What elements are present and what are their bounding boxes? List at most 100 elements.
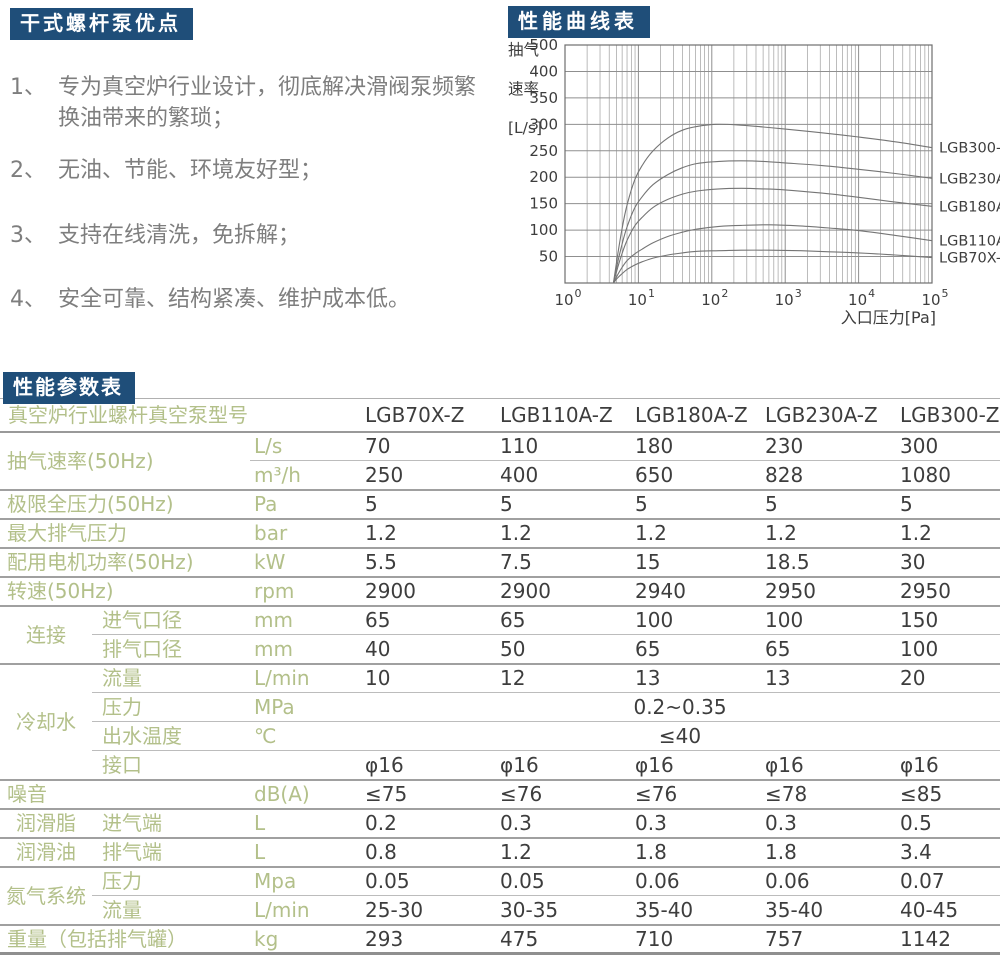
value-cell: φ16 — [760, 750, 896, 780]
value-cell: 1.2 — [495, 836, 631, 867]
value-cell: 0.06 — [630, 865, 761, 896]
x-tick-label: 100 — [554, 287, 581, 309]
table-row: 润滑脂 进气端 L 0.2 0.3 0.3 0.3 0.5 — [0, 807, 1000, 838]
value-cell: 100 — [630, 604, 761, 635]
table-row: 连接 进气口径 mm 65 65 100 100 150 — [0, 604, 1000, 664]
table-row: 压力 MPa 0.2~0.35 — [0, 692, 1000, 722]
merged-value-cell: 0.2~0.35 — [360, 692, 1000, 722]
advantage-number: 1、 — [10, 75, 46, 100]
value-cell: 475 — [495, 923, 631, 954]
performance-chart: 500 400 350 300 250 200 150 100 50 抽气速率 [L/s] 100 10… — [508, 36, 1000, 327]
value-cell: 0.2 — [360, 807, 496, 838]
value-cell: 0.5 — [895, 807, 1000, 838]
value-cell: φ16 — [360, 750, 496, 780]
table-row: m³/h 250 400 650 828 1080 — [0, 460, 1000, 490]
value-cell: 250 — [360, 460, 496, 490]
value-cell: 20 — [895, 662, 1000, 693]
value-cell: 1.8 — [630, 836, 761, 867]
advantage-text: 安全可靠、结构紧凑、维护成本低。 — [58, 286, 411, 312]
y-tick-label: 100 — [529, 221, 558, 239]
table-row: 重量（包括排气罐） kg 293 475 710 757 1142 — [0, 923, 1000, 954]
value-cell: 0.05 — [360, 865, 496, 896]
advantage-number: 4、 — [10, 286, 46, 312]
value-cell: 10 — [360, 662, 496, 693]
unit-cell: bar — [250, 517, 361, 548]
value-cell: 35-40 — [760, 895, 896, 925]
pump-model-header-label: 真空炉行业螺杆真空泵型号 — [0, 398, 361, 433]
unit-cell: MPa — [250, 692, 361, 722]
unit-cell: kg — [250, 923, 361, 954]
value-cell: 35-40 — [630, 895, 761, 925]
value-cell: 7.5 — [495, 546, 631, 577]
chart-badge: 性能曲线表 — [508, 6, 650, 38]
value-cell: 40 — [360, 634, 496, 664]
value-cell: ≤76 — [495, 778, 631, 809]
value-cell: 0.3 — [760, 807, 896, 838]
advantage-number: 2、 — [10, 158, 46, 184]
value-cell: φ16 — [895, 750, 1000, 780]
value-cell: 400 — [495, 460, 631, 490]
value-cell: 0.07 — [895, 865, 1000, 896]
advantage-number: 3、 — [10, 222, 46, 248]
advantage-text: 专为真空炉行业设计，彻底解决滑阀泵频繁换油带来的繁琐； — [58, 75, 477, 132]
row-sublabel: 排气口径 — [92, 634, 250, 664]
row-label: 配用电机功率(50Hz) — [0, 546, 250, 577]
unit-cell: Pa — [250, 488, 361, 519]
curve-LGB230A-Z — [612, 160, 933, 284]
row-group-label: 氮气系统 — [0, 865, 92, 925]
table-row: 流量 L/min 25-30 30-35 35-40 35-40 40-45 — [0, 895, 1000, 925]
value-cell: 1.2 — [895, 517, 1000, 548]
merged-value-cell: ≤40 — [360, 721, 1000, 751]
value-cell: 1.2 — [495, 517, 631, 548]
advantage-item: 4、 安全可靠、结构紧凑、维护成本低。 — [10, 284, 478, 315]
row-sublabel: 压力 — [92, 865, 250, 896]
row-sublabel: 流量 — [92, 895, 250, 925]
value-cell: 1142 — [895, 923, 1000, 954]
table-header-row: 真空炉行业螺杆真空泵型号 LGB70X-Z LGB110A-Z LGB180A-Z LG… — [0, 398, 1000, 433]
curve-LGB110A — [612, 224, 933, 284]
unit-cell: Mpa — [250, 865, 361, 896]
unit-cell: m³/h — [250, 460, 361, 490]
advantages-badge: 干式螺杆泵优点 — [10, 8, 193, 40]
y-tick-label: 50 — [539, 248, 558, 266]
unit-cell — [250, 750, 361, 780]
value-cell: 0.8 — [360, 836, 496, 867]
value-cell: ≤78 — [760, 778, 896, 809]
unit-cell: L — [250, 807, 361, 838]
y-tick-label: 350 — [529, 89, 558, 107]
value-cell: 150 — [895, 604, 1000, 635]
x-tick-label: 105 — [921, 287, 948, 309]
value-cell: 1.2 — [630, 517, 761, 548]
value-cell: φ16 — [495, 750, 631, 780]
model-name: LGB110A-Z — [495, 398, 631, 433]
row-group-label: 冷却水 — [0, 662, 92, 780]
row-sublabel: 出水温度 — [92, 721, 250, 751]
value-cell: 828 — [760, 460, 896, 490]
series-label: LGB110A — [939, 234, 1000, 250]
value-cell: 5 — [630, 488, 761, 519]
model-name: LGB70X-Z — [360, 398, 496, 433]
unit-cell: L — [250, 836, 361, 867]
value-cell: 13 — [760, 662, 896, 693]
x-axis-label: 入口压力[Pa] — [841, 308, 936, 327]
value-cell: 710 — [630, 923, 761, 954]
value-cell: 65 — [495, 604, 631, 635]
advantage-item: 3、 支持在线清洗，免拆解； — [10, 220, 478, 251]
y-tick-label: 200 — [529, 168, 558, 186]
advantages-section: 干式螺杆泵优点 1、 专为真空炉行业设计，彻底解决滑阀泵频繁换油带来的繁琐； 2… — [10, 8, 478, 348]
value-cell: 100 — [895, 634, 1000, 664]
value-cell: 15 — [630, 546, 761, 577]
value-cell: 2900 — [360, 575, 496, 606]
row-sublabel: 进气端 — [92, 807, 250, 838]
unit-cell: L/min — [250, 895, 361, 925]
unit-cell: rpm — [250, 575, 361, 606]
row-sublabel: 接口 — [92, 750, 250, 780]
value-cell: 300 — [895, 430, 1000, 461]
y-tick-label: 150 — [529, 195, 558, 213]
value-cell: 0.3 — [495, 807, 631, 838]
value-cell: 30-35 — [495, 895, 631, 925]
model-name: LGB300-Z — [895, 398, 1000, 433]
value-cell: 1.8 — [760, 836, 896, 867]
x-tick-label: 101 — [628, 287, 655, 309]
table-row: 润滑油 排气端 L 0.8 1.2 1.8 1.8 3.4 — [0, 836, 1000, 867]
